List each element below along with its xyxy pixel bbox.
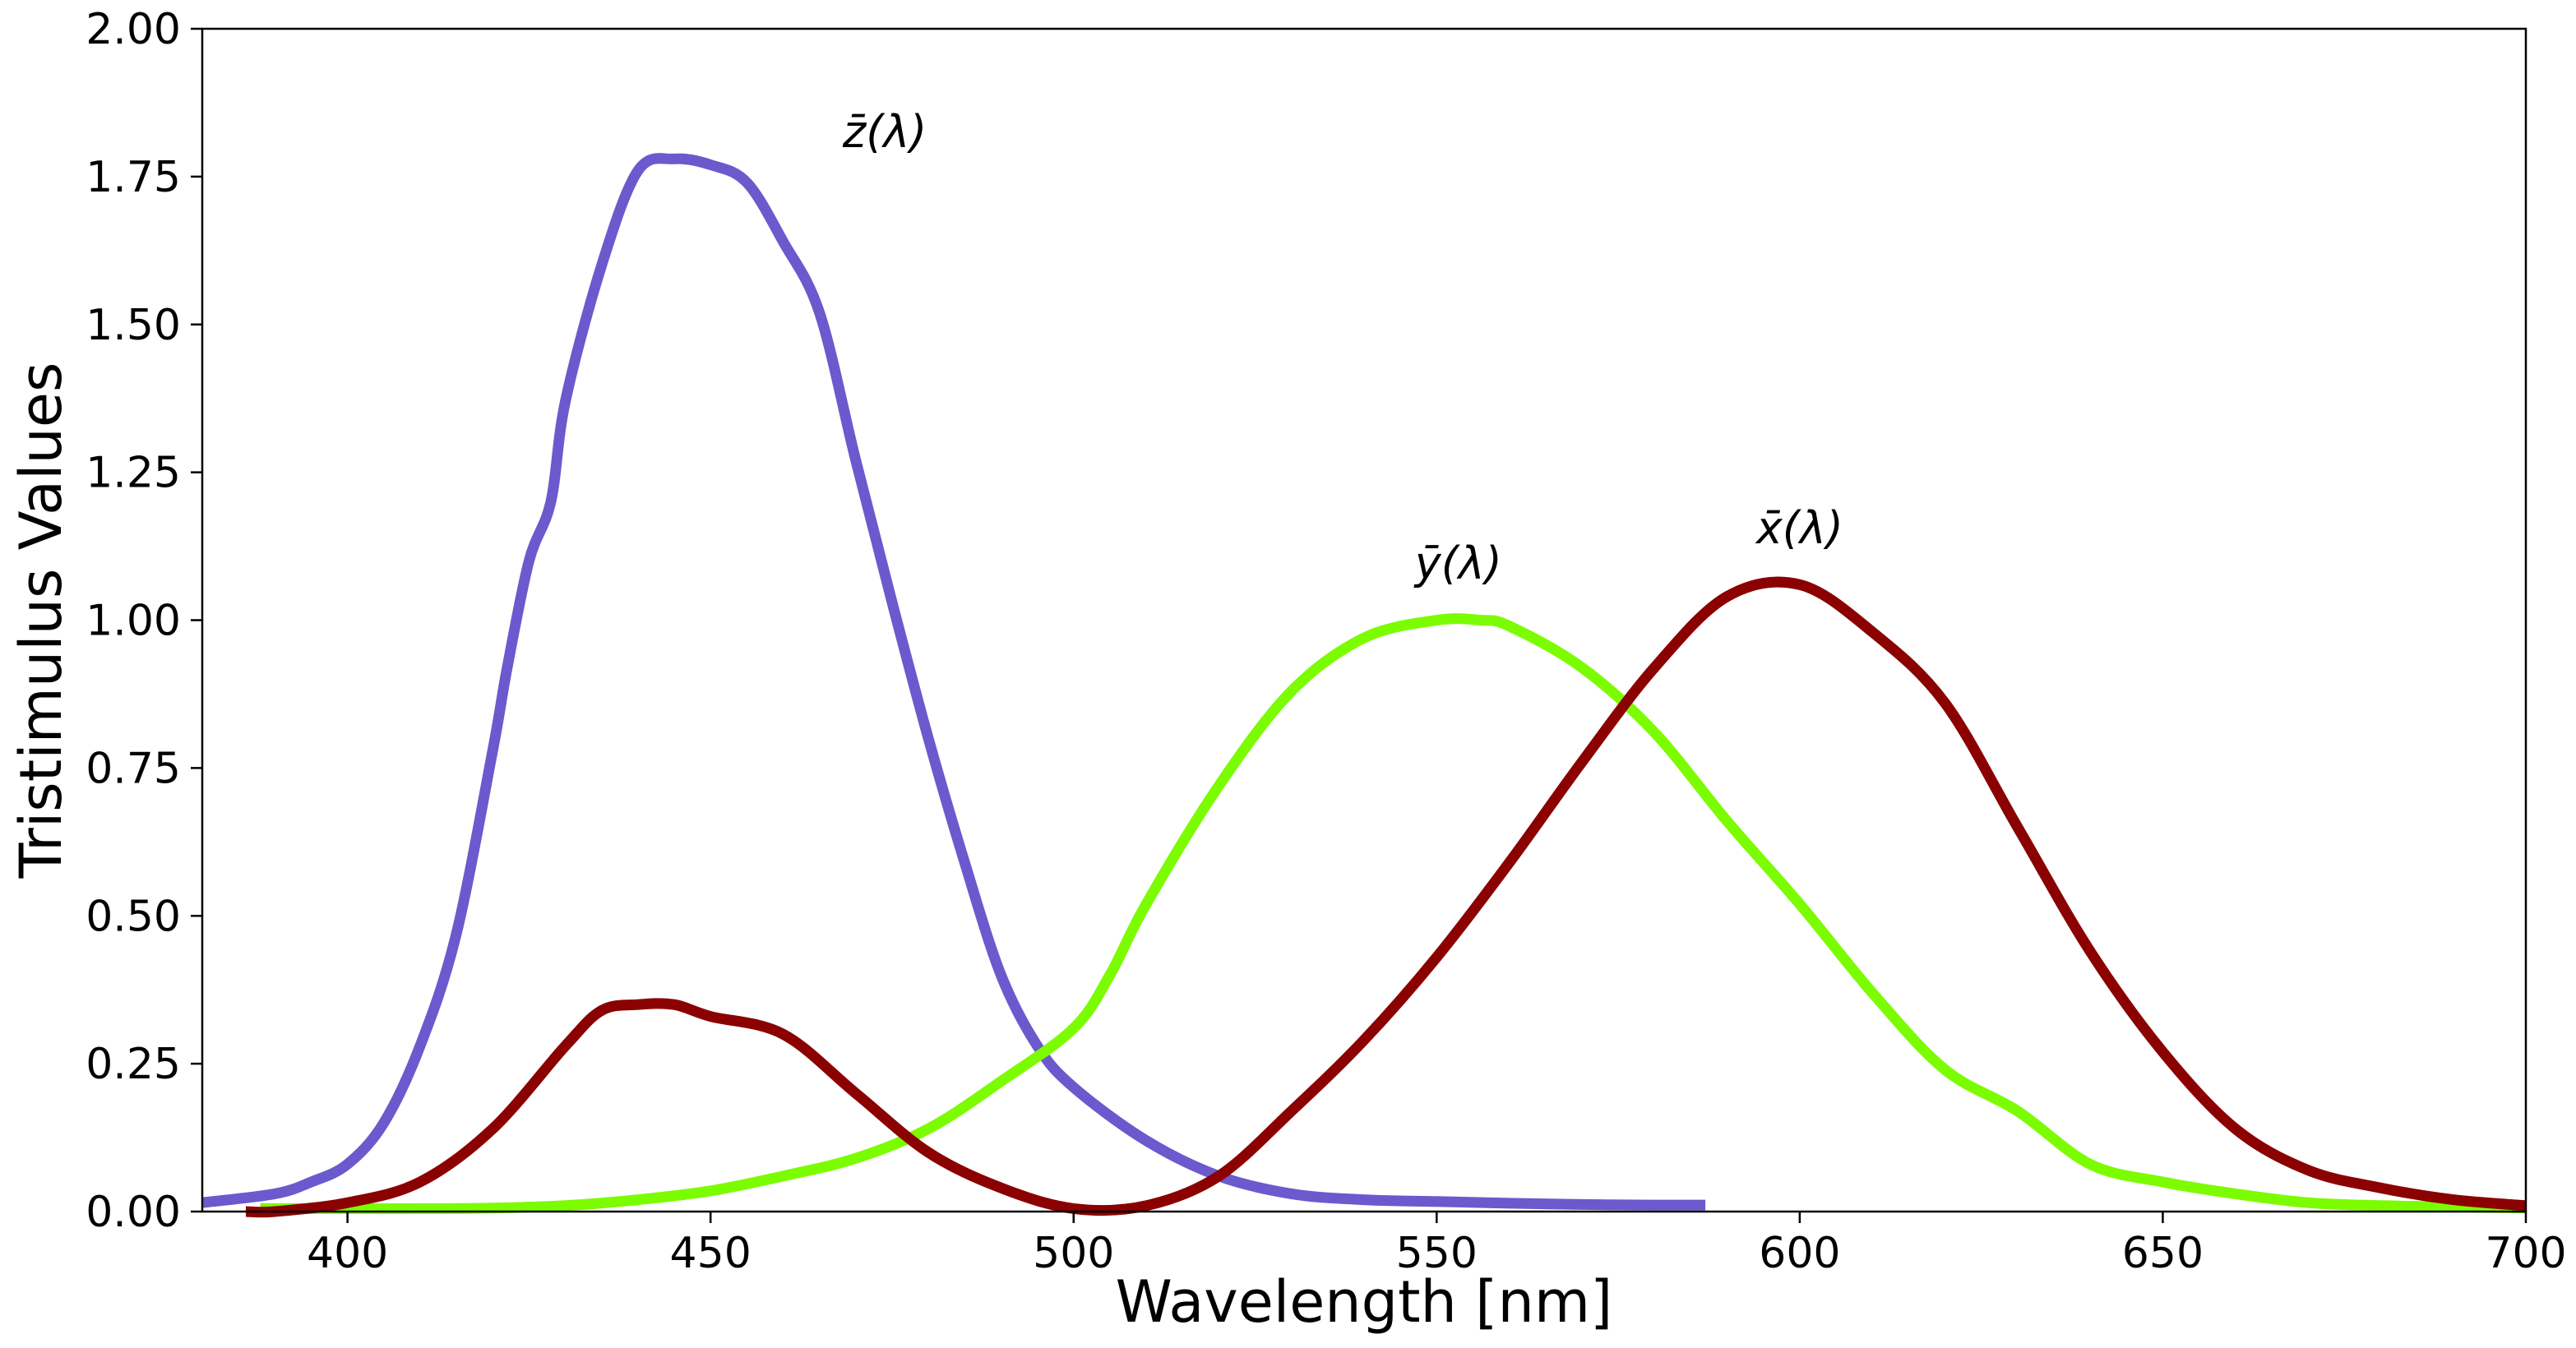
y-axis-label: Tristimulus Values [7,362,75,879]
y-tick-label: 2.00 [86,5,181,54]
x-tick-label: 400 [307,1229,388,1278]
series-line-y-bar [260,613,2527,1214]
y-tick-label: 1.00 [86,597,181,646]
y-tick-label: 0.00 [86,1188,181,1237]
ticks-layer: 400 450 500 550 600 650 700 0.00 0.25 0.50 0.75 1.0… [86,5,2566,1278]
x-axis-label: Wavelength [nm] [1116,1268,1613,1336]
y-tick-label: 0.25 [86,1040,181,1089]
x-tick-label: 700 [2485,1229,2566,1278]
series-label-y-bar: ȳ(λ) [1413,538,1502,589]
x-tick-label: 450 [670,1229,752,1278]
x-tick-label: 600 [1759,1229,1840,1278]
series-line-z-bar [201,153,1706,1211]
y-tick-label: 0.50 [86,892,181,941]
series-line-x-bar [245,576,2527,1218]
series-label-z-bar: z̄(λ) [842,106,927,158]
x-tick-label: 500 [1033,1229,1114,1278]
curve-labels-layer: z̄(λ) ȳ(λ) x̄(λ) [842,106,1843,589]
x-tick-label: 650 [2122,1229,2204,1278]
y-tick-label: 1.25 [86,449,181,498]
y-tick-label: 0.75 [86,744,181,793]
y-tick-label: 1.75 [86,153,181,202]
series-label-x-bar: x̄(λ) [1755,502,1843,554]
x-tick-label: 550 [1396,1229,1478,1278]
curves-layer [201,153,2527,1218]
y-tick-label: 1.50 [86,301,181,350]
